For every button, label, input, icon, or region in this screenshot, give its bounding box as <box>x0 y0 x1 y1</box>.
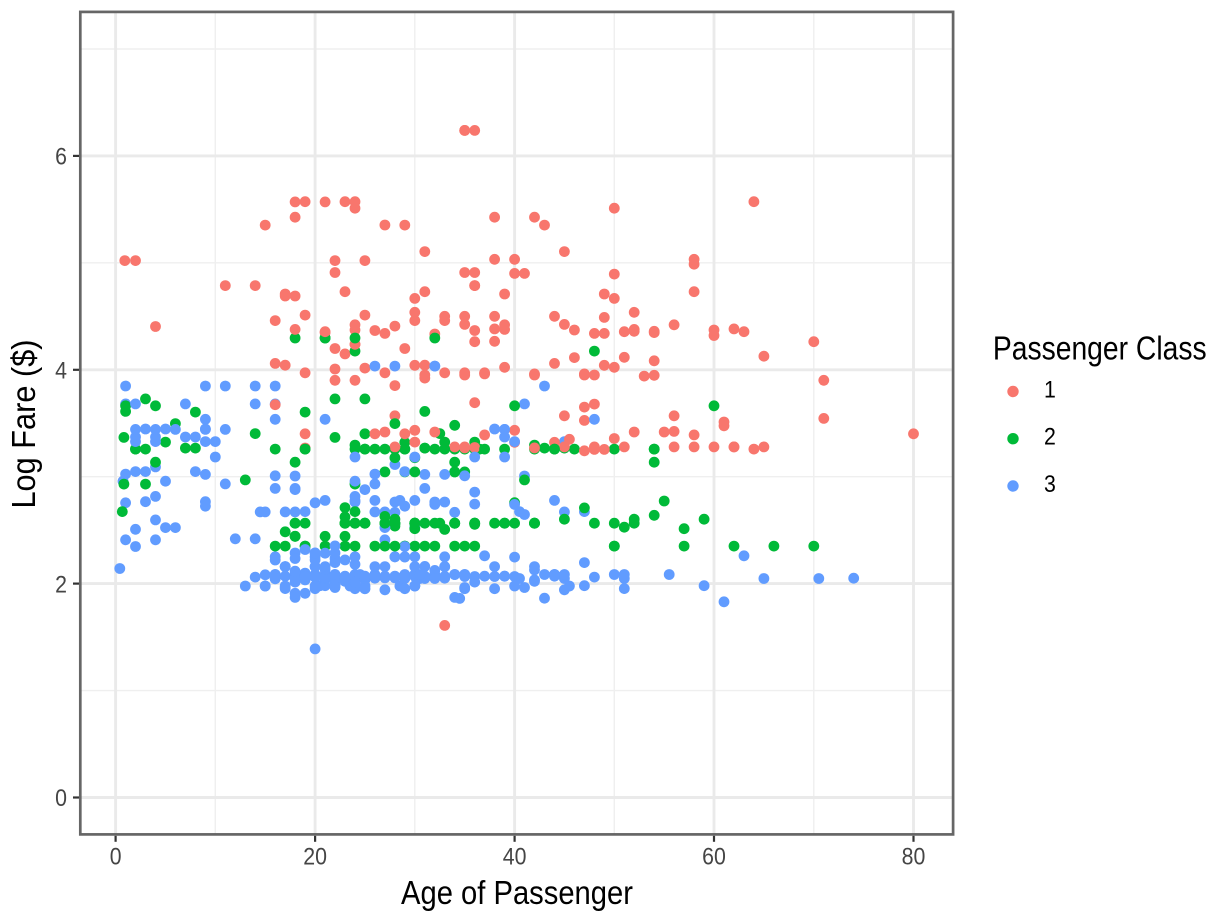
svg-text:0: 0 <box>55 785 67 812</box>
svg-text:0: 0 <box>110 844 122 871</box>
svg-text:4: 4 <box>55 358 67 385</box>
svg-text:Age of Passenger: Age of Passenger <box>401 874 633 911</box>
svg-text:Passenger Class: Passenger Class <box>993 330 1207 367</box>
svg-text:40: 40 <box>503 844 527 871</box>
svg-text:6: 6 <box>55 144 67 171</box>
svg-text:60: 60 <box>702 844 726 871</box>
svg-text:Log Fare ($): Log Fare ($) <box>5 339 42 508</box>
svg-text:80: 80 <box>902 844 926 871</box>
svg-text:2: 2 <box>55 571 67 598</box>
svg-text:20: 20 <box>303 844 327 871</box>
svg-text:3: 3 <box>1044 471 1056 498</box>
svg-text:2: 2 <box>1044 424 1056 451</box>
svg-text:1: 1 <box>1044 377 1056 404</box>
